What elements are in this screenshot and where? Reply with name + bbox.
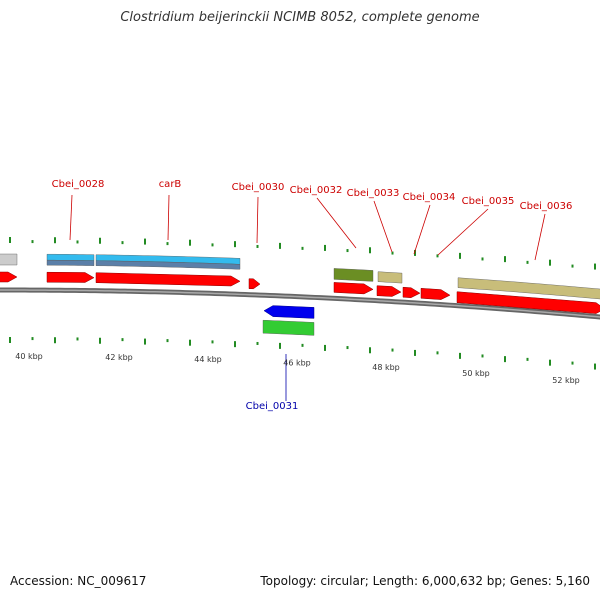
- feature-khaki-0036: [457, 277, 600, 300]
- tick-label: 50 kbp: [462, 369, 490, 378]
- gene-label: Cbei_0030: [232, 182, 285, 193]
- gene-label: carB: [159, 179, 182, 190]
- gene-arrow-Cbei_0030: [248, 278, 261, 290]
- gene-label: Cbei_0034: [403, 192, 456, 203]
- gene-label: Cbei_0035: [462, 196, 515, 207]
- gene-label: Cbei_0036: [520, 201, 573, 212]
- leader-line: [413, 204, 431, 255]
- tick-label: 46 kbp: [283, 359, 311, 368]
- gene-label: Cbei_0033: [347, 188, 400, 199]
- tick-labels: 40 kbp 42 kbp 44 kbp 46 kbp 48 kbp 50 kbp 52 k…: [15, 352, 580, 385]
- gene-arrow-0027: [0, 271, 18, 283]
- leader-line: [69, 194, 73, 241]
- tick-label: 52 kbp: [552, 376, 580, 385]
- gene-arrow-Cbei_0035: [420, 288, 451, 300]
- tick-label: 48 kbp: [372, 363, 400, 372]
- feature-misc-0028: [46, 260, 95, 266]
- feature-track: [0, 253, 600, 336]
- feature-gray: [0, 253, 18, 266]
- ruler-ticks: [9, 237, 596, 370]
- tick-label: 40 kbp: [15, 352, 43, 361]
- gene-arrow-Cbei_0032: [333, 282, 374, 295]
- feature-green-0031: [262, 319, 315, 336]
- tick-label: 42 kbp: [105, 353, 133, 362]
- gene-label: Cbei_0032: [290, 185, 343, 196]
- leader-line: [534, 213, 546, 261]
- accession-text: Accession: NC_009617: [10, 574, 147, 588]
- feature-misc-carB: [95, 260, 241, 270]
- genome-title: Clostridium beijerinckii NCIMB 8052, com…: [120, 10, 480, 25]
- gene-labels: Cbei_0028 carB Cbei_0030 Cbei_0031 Cbei_0032…: [52, 179, 573, 412]
- leader-line: [167, 194, 170, 241]
- gene-arrow-Cbei_0036: [456, 291, 600, 314]
- leader-line: [437, 208, 489, 256]
- genome-backbone: [0, 287, 600, 320]
- backbone-highlight: [0, 289, 600, 318]
- gene-arrow-Cbei_0034: [402, 286, 421, 298]
- leader-line: [256, 196, 259, 244]
- gene-arrow-Cbei_0031: [263, 305, 315, 319]
- gene-label: Cbei_0031: [246, 401, 299, 412]
- gene-arrow-Cbei_0028: [46, 271, 95, 283]
- leader-line: [316, 197, 357, 249]
- tick-label: 44 kbp: [194, 355, 222, 364]
- genome-summary: Topology: circular; Length: 6,000,632 bp…: [260, 574, 590, 588]
- feature-khaki-0033: [377, 271, 403, 284]
- gene-arrow-Cbei_0033: [376, 285, 402, 297]
- feature-olive-0032: [333, 268, 374, 282]
- gene-label: Cbei_0028: [52, 179, 105, 190]
- gene-arrow-carB: [95, 272, 241, 287]
- feature-cds-0028: [46, 253, 95, 261]
- leader-line: [373, 200, 393, 253]
